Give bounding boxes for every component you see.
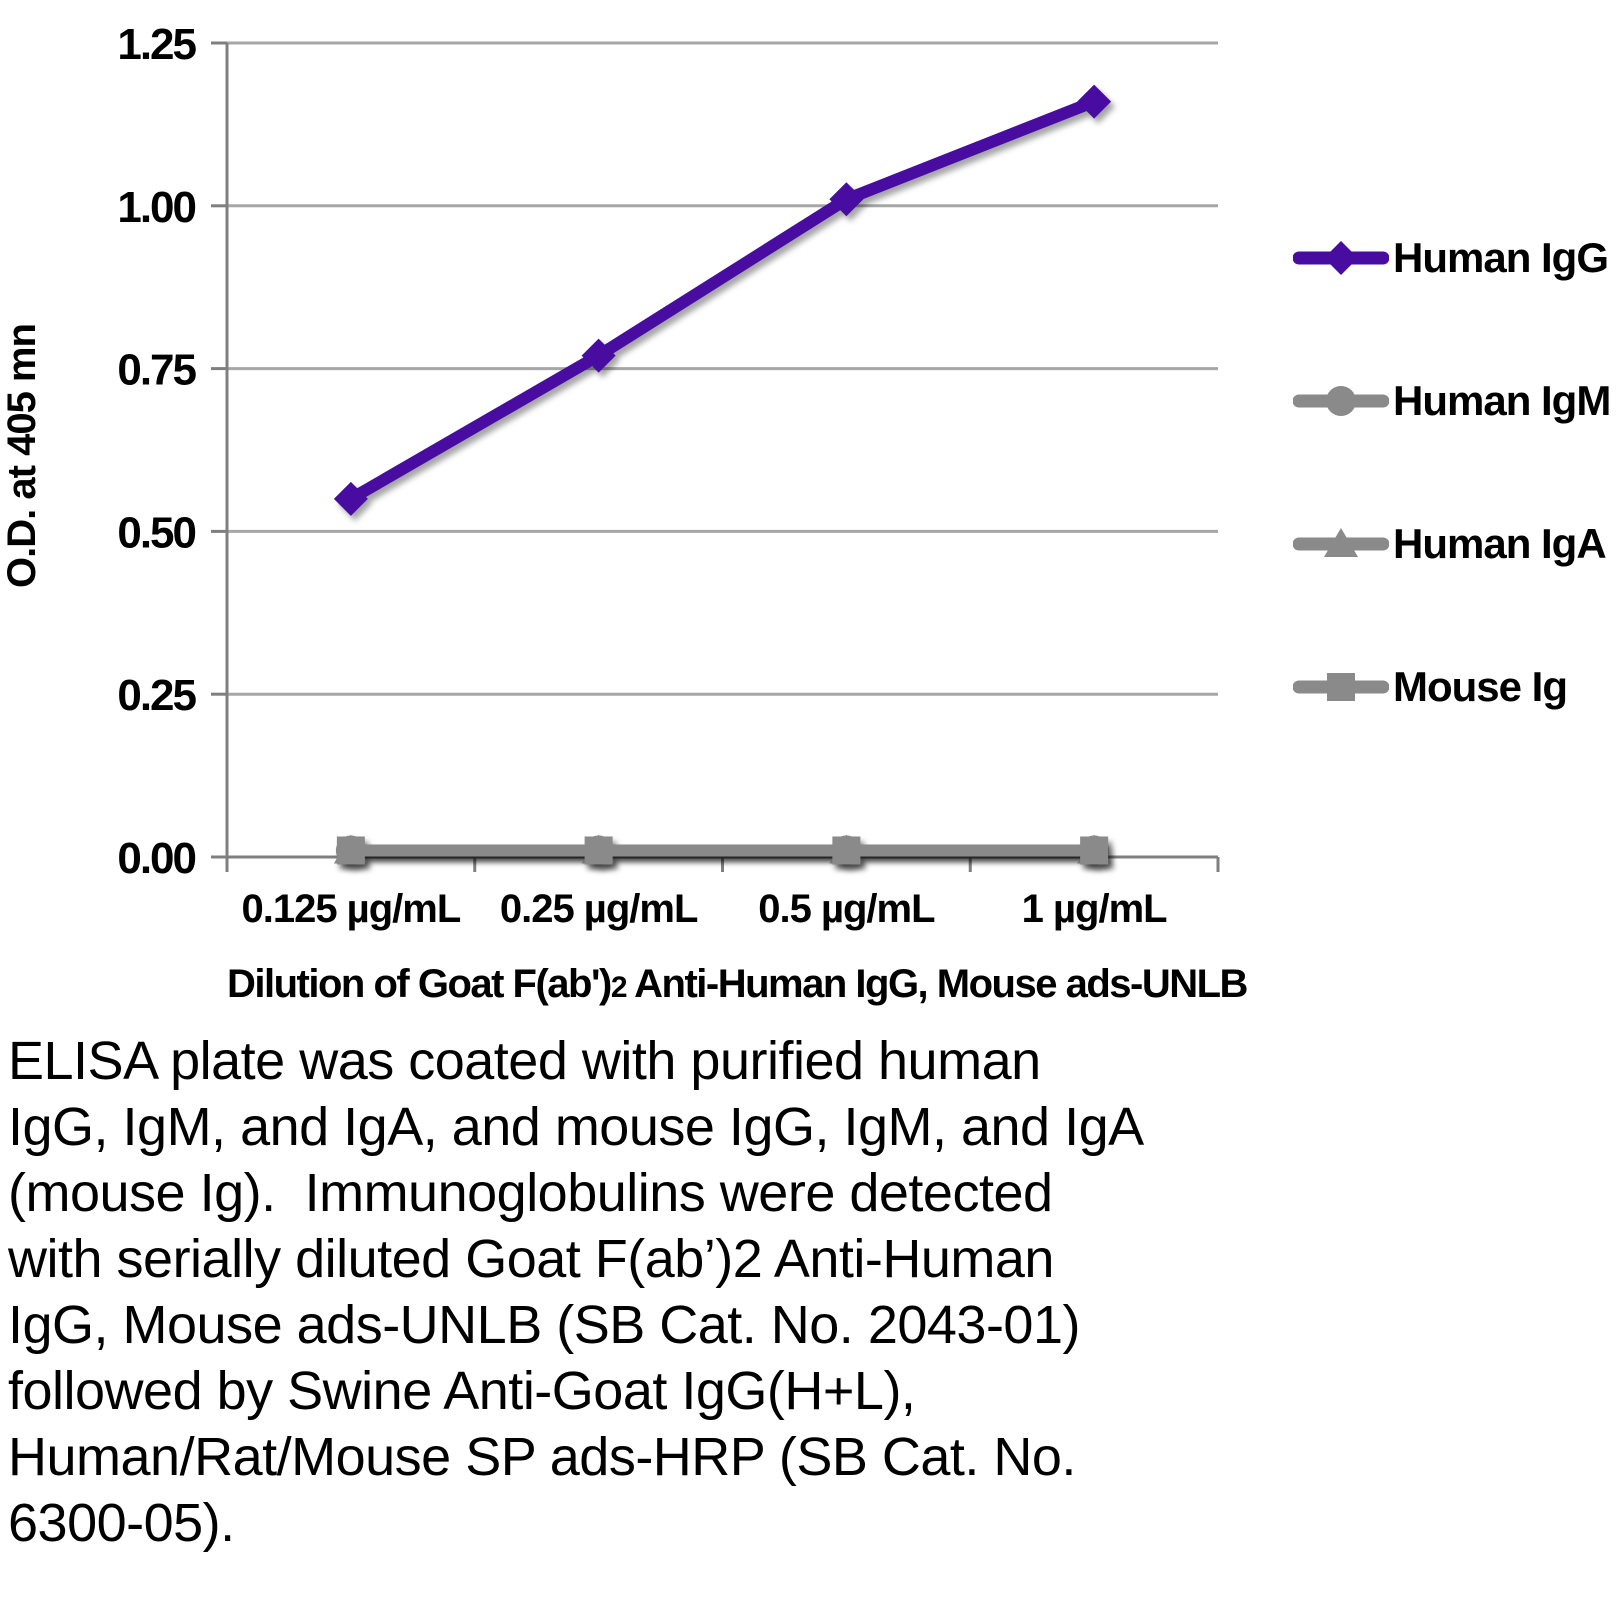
series-line-human-igg <box>344 95 1101 505</box>
gridlines <box>227 41 1218 859</box>
x-axis-title-subscript: 2 <box>610 971 628 1004</box>
marker-human-igg-0 <box>333 481 368 516</box>
marker-human-igg-1 <box>581 338 616 373</box>
legend-marker-square-icon <box>1293 673 1389 701</box>
y-tick-label: 0.75 <box>117 346 196 395</box>
marker-mouse-ig-2 <box>832 836 861 865</box>
marker-mouse-ig-0 <box>336 836 365 865</box>
legend-item-human-iga: Human IgA <box>1293 514 1610 574</box>
marker-human-igg-3 <box>1077 84 1112 119</box>
legend-marker-circle-icon <box>1293 386 1389 416</box>
x-axis-title-text: Dilution of Goat F(ab') <box>227 962 612 1006</box>
series-group <box>333 84 1112 866</box>
legend-item-human-igm: Human IgM <box>1293 371 1611 431</box>
marker-human-igg-2 <box>829 182 864 217</box>
x-axis-title: Dilution of Goat F(ab')2 Anti-Human IgG,… <box>227 962 1248 1007</box>
x-tick-label: 0.125 µg/mL <box>241 887 460 931</box>
axes <box>211 41 1220 872</box>
legend-marker-shape <box>1326 386 1356 416</box>
x-tick-label: 1 µg/mL <box>1022 887 1168 931</box>
series-human-igg <box>333 84 1112 516</box>
y-tick-label: 1.25 <box>117 20 196 69</box>
series-mouse-ig <box>336 836 1109 865</box>
x-tick-label: 0.5 µg/mL <box>758 887 935 931</box>
legend-label: Mouse Ig <box>1393 663 1568 710</box>
chart-legend: Human IgG Human IgM Human IgA Mouse Ig <box>1293 228 1611 717</box>
x-tick-label: 0.25 µg/mL <box>500 887 698 931</box>
y-tick-label: 0.00 <box>117 834 195 883</box>
legend-item-human-igg: Human IgG <box>1293 228 1610 288</box>
legend-marker-triangle-icon <box>1293 528 1389 557</box>
legend-label: Human IgA <box>1393 520 1607 567</box>
x-axis-title-text: Anti-Human IgG, Mouse ads-UNLB <box>626 962 1248 1006</box>
legend-marker-shape <box>1324 241 1358 275</box>
legend-label: Human IgM <box>1393 377 1611 424</box>
axis-tick-labels: 0.00 0.25 0.50 0.75 1.00 1.25 0.125 µg/mL 0.25 … <box>117 20 1168 931</box>
y-tick-label: 1.00 <box>117 183 195 232</box>
y-tick-label: 0.50 <box>117 508 195 557</box>
y-axis-title: O.D. at 405 mn <box>0 324 44 588</box>
legend-item-mouse-ig: Mouse Ig <box>1293 657 1610 717</box>
legend-label: Human IgG <box>1393 234 1609 281</box>
line-chart-plot: 0.00 0.25 0.50 0.75 1.00 1.25 0.125 µg/mL 0.25 … <box>117 20 1220 931</box>
legend-marker-shape <box>1324 528 1358 557</box>
legend-marker-shape <box>1327 673 1355 701</box>
legend-marker-diamond-icon <box>1293 241 1389 275</box>
figure-caption: ELISA plate was coated with purified hum… <box>8 1031 1144 1553</box>
marker-mouse-ig-1 <box>584 836 613 865</box>
y-tick-label: 0.25 <box>117 671 196 720</box>
marker-mouse-ig-3 <box>1080 836 1109 865</box>
